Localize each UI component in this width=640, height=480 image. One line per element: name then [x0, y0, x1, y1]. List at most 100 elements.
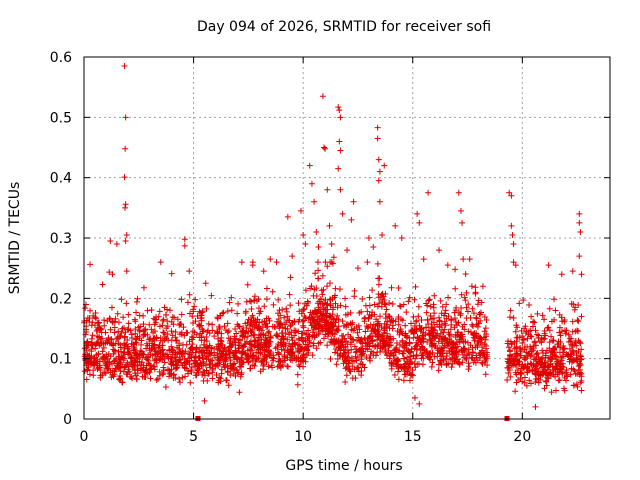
data-point	[121, 204, 128, 211]
data-point	[521, 374, 528, 381]
data-point	[575, 363, 582, 370]
data-point	[479, 347, 486, 354]
data-point	[108, 336, 115, 343]
data-point	[110, 340, 117, 347]
data-point	[161, 355, 168, 362]
data-point	[133, 352, 140, 359]
data-point	[558, 271, 565, 278]
data-point	[431, 353, 438, 360]
data-point	[545, 375, 552, 382]
data-point	[125, 311, 132, 318]
data-point	[159, 371, 166, 378]
data-point	[342, 349, 349, 356]
data-point	[286, 340, 293, 347]
data-point	[199, 328, 206, 335]
data-point	[254, 316, 261, 323]
data-point	[156, 342, 163, 349]
data-point	[204, 329, 211, 336]
data-point	[347, 309, 354, 316]
data-point	[354, 329, 361, 336]
data-point	[470, 350, 477, 357]
data-point	[462, 297, 469, 304]
data-point	[575, 318, 582, 325]
data-point	[144, 307, 151, 314]
data-point	[106, 269, 113, 276]
data-point	[368, 348, 375, 355]
data-point	[409, 367, 416, 374]
data-point	[231, 352, 238, 359]
data-point	[473, 315, 480, 322]
data-point	[576, 339, 583, 346]
data-point	[257, 368, 264, 375]
data-point	[324, 263, 331, 270]
data-point	[521, 325, 528, 332]
data-point	[347, 341, 354, 348]
data-point	[109, 318, 116, 325]
data-point	[455, 329, 462, 336]
data-point	[381, 327, 388, 334]
data-point	[575, 302, 582, 309]
data-point	[436, 247, 443, 254]
data-point	[249, 262, 256, 269]
data-point	[403, 309, 410, 316]
data-point	[430, 304, 437, 311]
data-point	[562, 377, 569, 384]
data-point	[554, 360, 561, 367]
data-point	[295, 341, 302, 348]
data-point	[400, 377, 407, 384]
data-point	[360, 350, 367, 357]
data-point	[549, 351, 556, 358]
data-point	[268, 362, 275, 369]
data-point	[266, 338, 273, 345]
data-point	[524, 335, 531, 342]
data-point	[129, 361, 136, 368]
data-point	[392, 318, 399, 325]
data-point	[202, 280, 209, 287]
data-point	[286, 350, 293, 357]
data-point	[467, 329, 474, 336]
data-point	[375, 342, 382, 349]
data-point	[190, 334, 197, 341]
data-point	[166, 370, 173, 377]
data-point	[320, 335, 327, 342]
data-point	[509, 231, 516, 238]
data-point	[124, 326, 131, 333]
data-point	[244, 347, 251, 354]
data-point	[94, 366, 101, 373]
data-point	[172, 337, 179, 344]
data-point	[362, 302, 369, 309]
data-point	[141, 369, 148, 376]
data-point	[475, 297, 482, 304]
y-tick-label: 0.6	[50, 50, 72, 66]
data-point	[90, 342, 97, 349]
data-point	[228, 307, 235, 314]
data-point	[123, 231, 130, 238]
data-point	[114, 310, 121, 317]
data-point	[433, 332, 440, 339]
data-point	[333, 361, 340, 368]
data-point	[172, 374, 179, 381]
data-point	[533, 350, 540, 357]
data-point	[152, 316, 159, 323]
data-point	[305, 300, 312, 307]
data-point	[538, 339, 545, 346]
data-point	[542, 367, 549, 374]
data-point	[327, 355, 334, 362]
data-point	[428, 363, 435, 370]
data-point	[543, 378, 550, 385]
data-point	[444, 262, 451, 269]
data-point	[552, 387, 559, 394]
data-point	[387, 318, 394, 325]
data-point	[384, 330, 391, 337]
data-point	[309, 329, 316, 336]
data-point	[465, 301, 472, 308]
data-point	[528, 313, 535, 320]
data-point	[382, 315, 389, 322]
data-point	[291, 332, 298, 339]
data-point	[295, 335, 302, 342]
data-point	[235, 323, 242, 330]
data-point	[509, 356, 516, 363]
data-point	[313, 292, 320, 299]
data-point	[376, 300, 383, 307]
data-point	[311, 332, 318, 339]
